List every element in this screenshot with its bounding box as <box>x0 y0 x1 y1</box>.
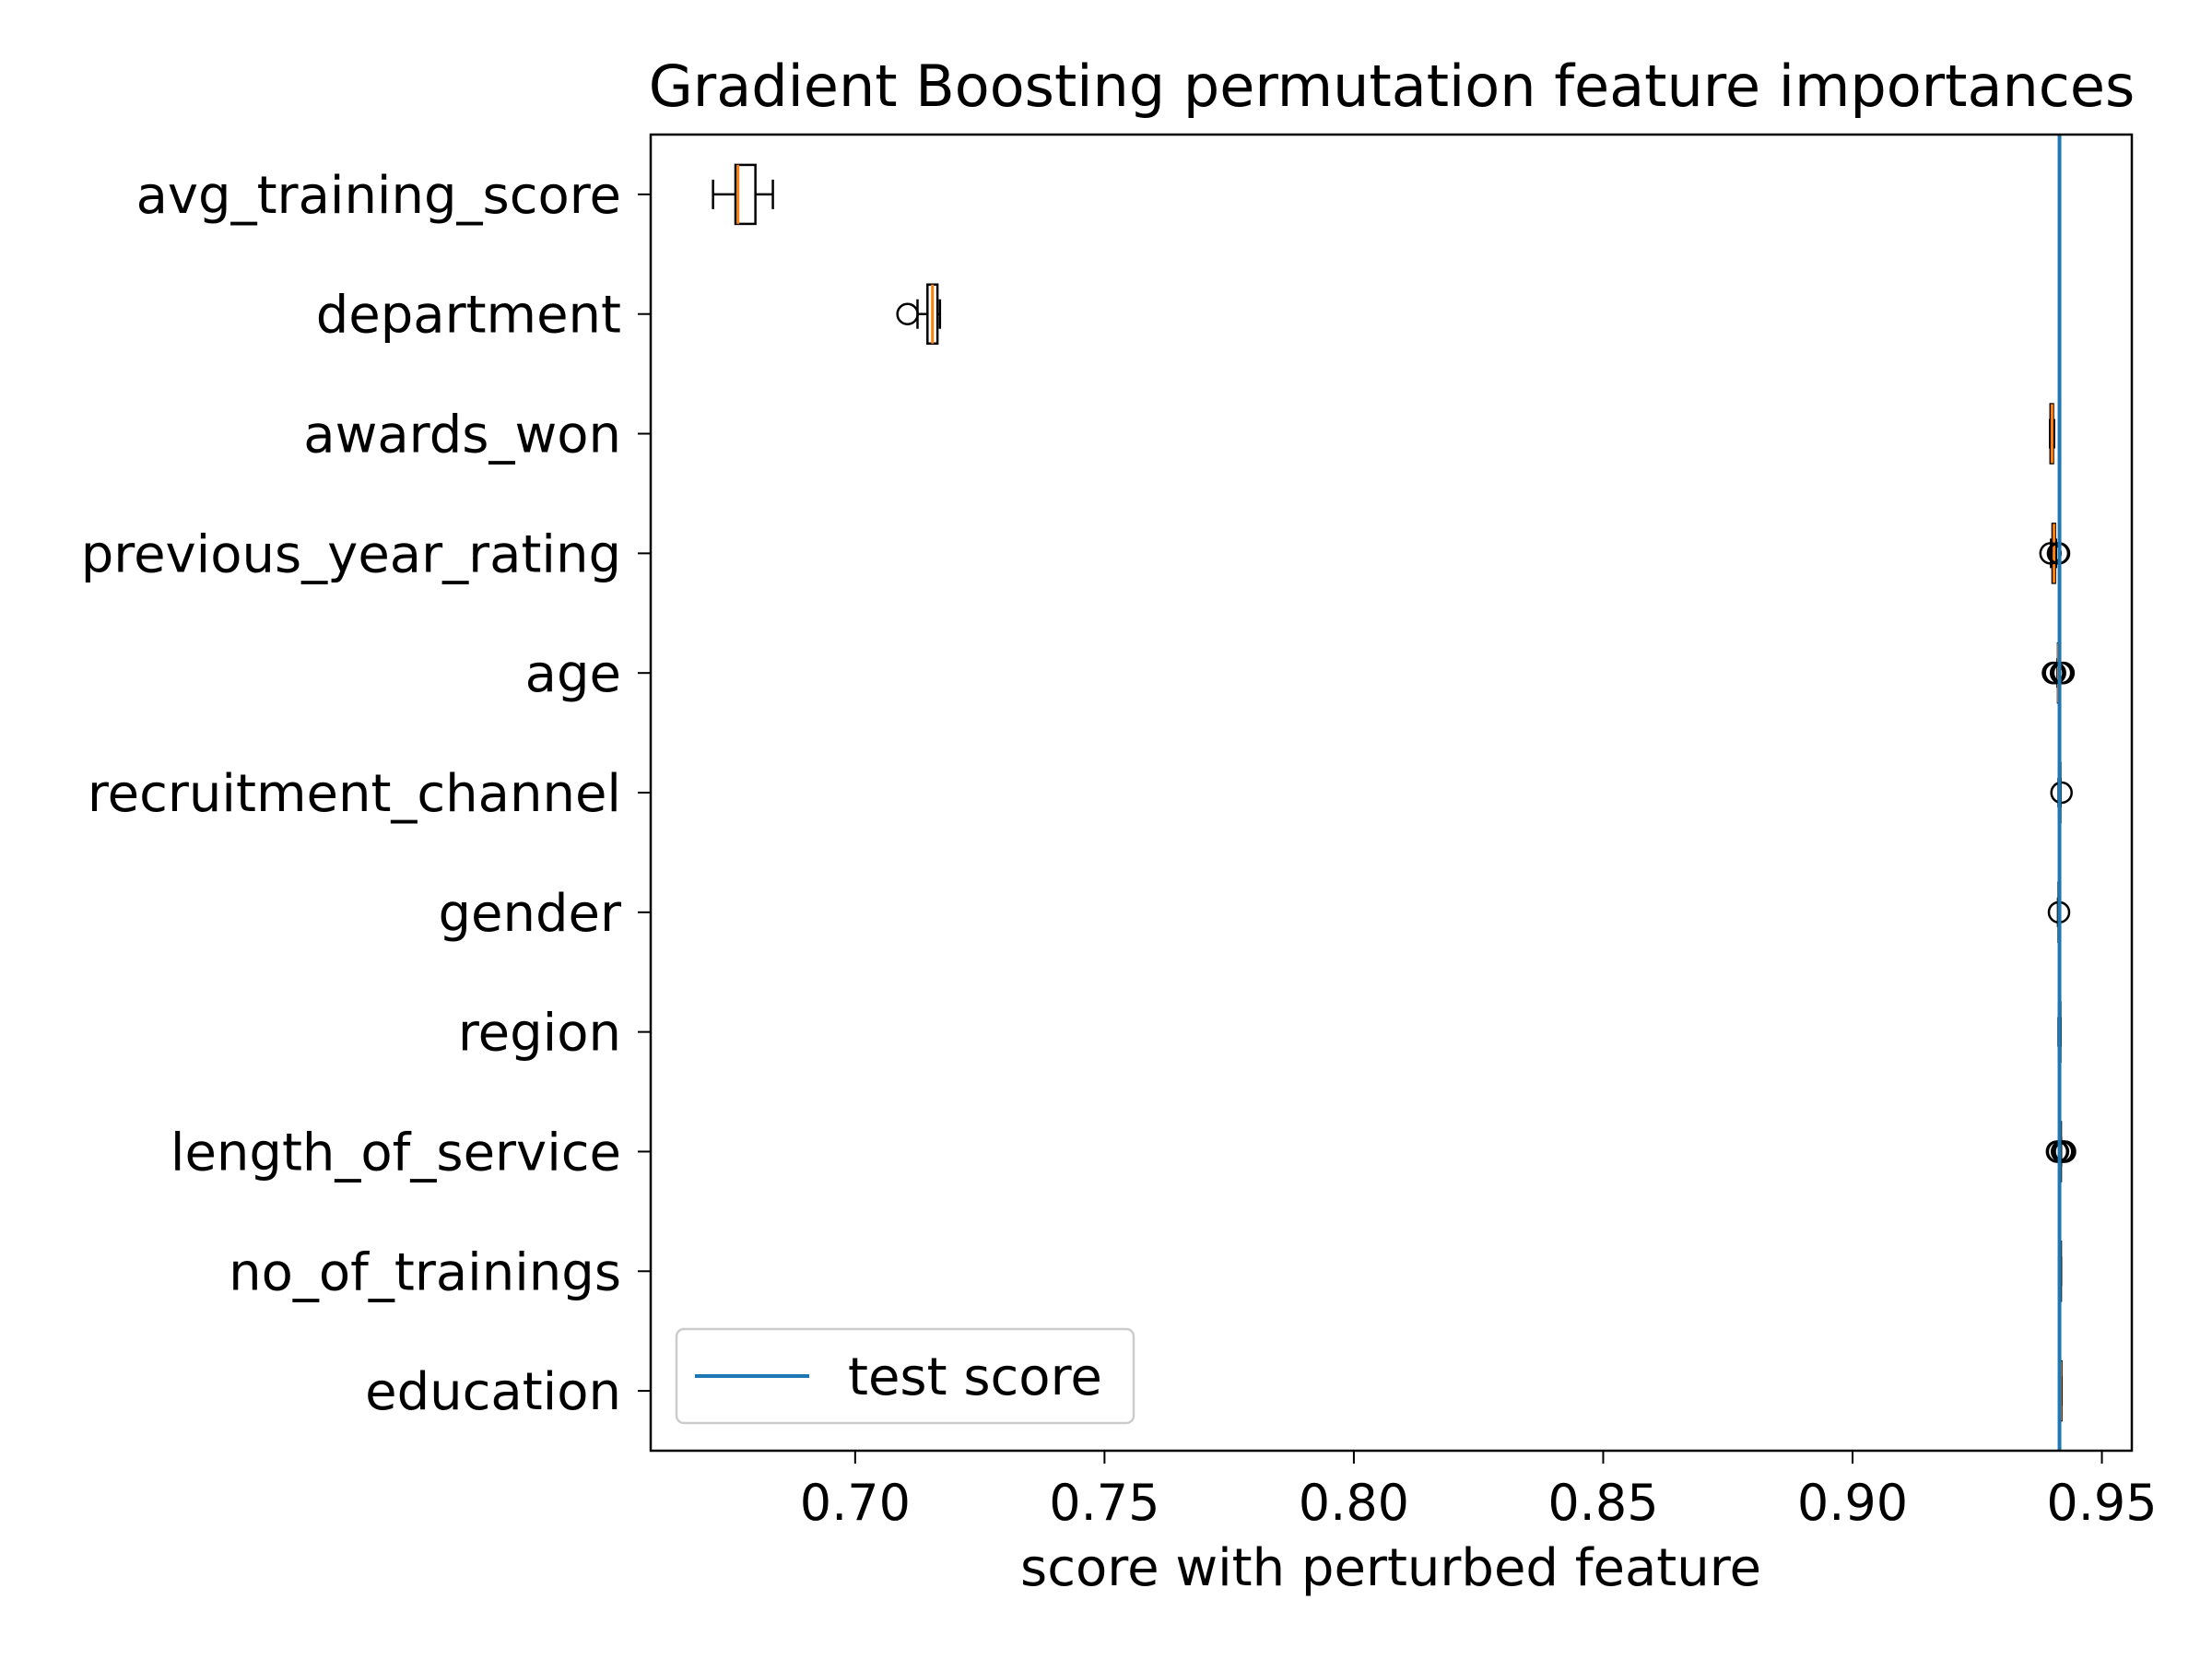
box <box>734 163 757 226</box>
outlier-point <box>2043 661 2066 685</box>
x-tick-label: 0.80 <box>1299 1474 1409 1532</box>
y-tick-label: awards_won <box>303 406 621 465</box>
x-axis-label: score with perturbed feature <box>1020 1538 1761 1598</box>
outlier-point <box>2052 661 2076 685</box>
plot-area: 0.70 0.75 0.80 0.85 0.90 0.95 avg_training_sco… <box>81 133 2158 1532</box>
y-tick-label: recruitment_channel <box>88 764 621 824</box>
legend-label-test-score: test score <box>848 1347 1102 1407</box>
x-tick-label: 0.95 <box>2046 1474 2157 1532</box>
x-tick-label: 0.85 <box>1547 1474 1658 1532</box>
y-tick-label: region <box>458 1004 621 1064</box>
axes-frame <box>649 133 2134 1453</box>
outlier-point <box>2053 1140 2077 1163</box>
legend-box <box>675 1327 1135 1425</box>
x-tick-label: 0.70 <box>800 1474 911 1532</box>
y-tick-label: gender <box>438 884 621 944</box>
y-tick-label: no_of_trainings <box>229 1242 621 1302</box>
outlier-point <box>2050 781 2073 805</box>
y-tick-label: department <box>316 286 621 346</box>
x-tick-label: 0.90 <box>1797 1474 1908 1532</box>
y-tick-label: previous_year_rating <box>81 524 621 584</box>
y-tick-label: age <box>525 644 621 704</box>
x-tick-label: 0.75 <box>1049 1474 1159 1532</box>
y-tick-label: avg_training_score <box>136 166 621 226</box>
y-tick-label: length_of_service <box>171 1123 621 1182</box>
chart-title: Gradient Boosting permutation feature im… <box>649 53 2136 120</box>
y-tick-label: education <box>365 1362 621 1422</box>
outlier-point <box>896 302 919 325</box>
